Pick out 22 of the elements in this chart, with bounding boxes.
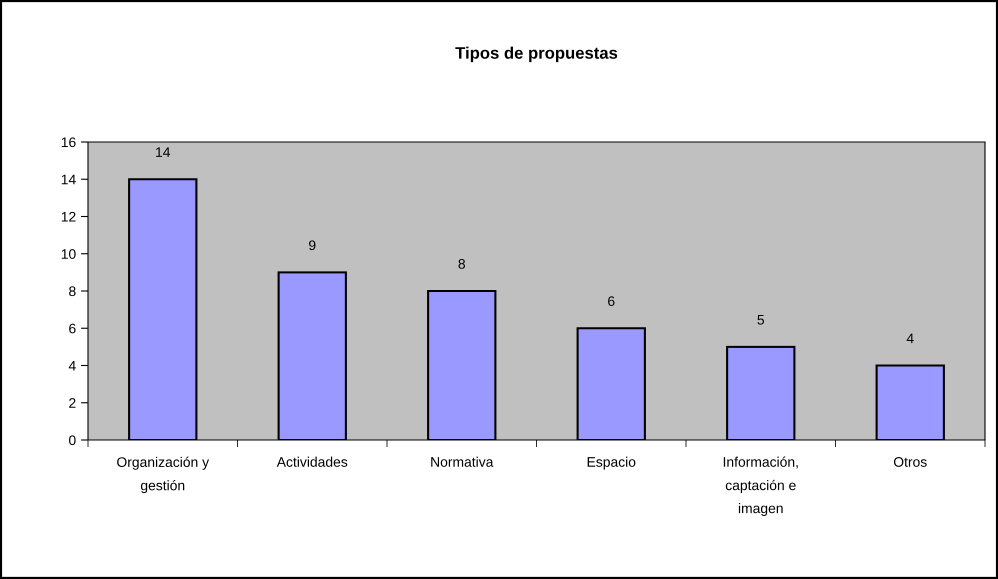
x-tick-label: Espacio <box>588 456 636 470</box>
y-tick-label: 12 <box>62 212 76 222</box>
y-tick-label: 4 <box>68 360 76 371</box>
data-label: 14 <box>156 147 170 157</box>
y-tick-label: 16 <box>62 137 76 148</box>
data-label: 4 <box>906 334 914 344</box>
data-label: 6 <box>608 296 614 306</box>
x-tick-label: Información, captación e imagen <box>724 456 798 516</box>
x-tick-label: Normativa <box>431 456 494 467</box>
chart-title: Tipos de propuestas <box>455 46 618 62</box>
y-tick-label: 6 <box>69 324 76 334</box>
y-tick-label: 8 <box>69 286 76 296</box>
data-label: 5 <box>757 314 764 325</box>
x-tick-label: Organización y gestión <box>117 456 210 494</box>
y-tick-label: 2 <box>69 398 76 408</box>
y-tick-label: 10 <box>62 249 76 259</box>
y-tick-label: 14 <box>62 174 76 184</box>
x-tick-label: Otros <box>894 457 927 467</box>
data-label: 8 <box>458 258 466 269</box>
y-tick-label: 0 <box>69 435 76 446</box>
data-label: 9 <box>309 240 316 250</box>
x-tick-label: Actividades <box>276 456 348 467</box>
